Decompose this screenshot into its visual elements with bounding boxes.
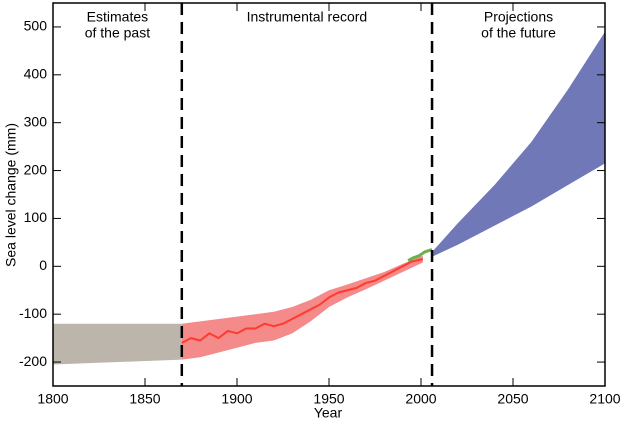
annotation: Instrumental record [247, 9, 368, 25]
y-tick-label: 400 [24, 66, 48, 82]
band [432, 31, 605, 257]
x-tick-label: 1850 [129, 391, 160, 407]
x-tick-label: 1800 [37, 391, 68, 407]
x-tick-label: 1900 [221, 391, 252, 407]
x-tick-label: 2000 [405, 391, 436, 407]
y-tick-label: -200 [19, 353, 47, 369]
x-tick-label: 2100 [589, 391, 620, 407]
y-tick-label: 500 [24, 18, 48, 34]
band [53, 323, 182, 365]
y-tick-label: 300 [24, 113, 48, 129]
line [407, 248, 433, 262]
annotation: Estimates [87, 9, 148, 25]
annotation: of the past [85, 25, 150, 41]
y-tick-label: 100 [24, 209, 48, 225]
annotation: of the future [481, 25, 556, 41]
x-tick-label: 1950 [313, 391, 344, 407]
x-tick-label: 2050 [497, 391, 528, 407]
y-axis-label: Sea level change (mm) [3, 123, 19, 267]
band [181, 255, 423, 360]
y-tick-label: -100 [19, 305, 47, 321]
line [181, 258, 424, 344]
y-tick-label: 0 [39, 257, 47, 273]
x-axis-label: Year [314, 405, 343, 421]
annotation: Projections [484, 9, 553, 25]
y-tick-label: 200 [24, 161, 48, 177]
